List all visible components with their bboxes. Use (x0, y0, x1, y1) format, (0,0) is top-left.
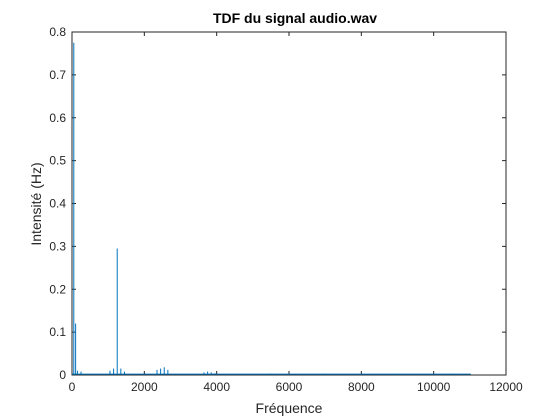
y-tick-label: 0.5 (49, 154, 66, 168)
x-tick-label: 2000 (131, 380, 158, 394)
axes-box (71, 31, 507, 376)
y-tick-label: 0.7 (49, 68, 66, 82)
x-tick-label: 4000 (203, 380, 230, 394)
plot-area: 0 2000 4000 6000 8000 10000 12000 0 0.1 0.2 0.3 0.4… (49, 25, 523, 394)
x-tick-label: 10000 (417, 380, 451, 394)
y-tick-label: 0.1 (49, 325, 66, 339)
y-tick-label: 0.6 (49, 111, 66, 125)
y-tick-label: 0.4 (49, 197, 66, 211)
x-axis-label: Fréquence (256, 400, 323, 416)
y-axis-label: Intensité (Hz) (28, 162, 44, 245)
y-tick-label: 0.2 (49, 282, 66, 296)
x-tick-label: 0 (69, 380, 76, 394)
y-tick-label: 0.8 (49, 25, 66, 39)
x-tick-label: 6000 (276, 380, 303, 394)
x-tick-label: 8000 (348, 380, 375, 394)
chart-title: TDF du signal audio.wav (213, 10, 377, 26)
x-tick-label: 12000 (489, 380, 523, 394)
y-tick-label: 0.3 (49, 239, 66, 253)
y-tick-label: 0 (59, 368, 66, 382)
